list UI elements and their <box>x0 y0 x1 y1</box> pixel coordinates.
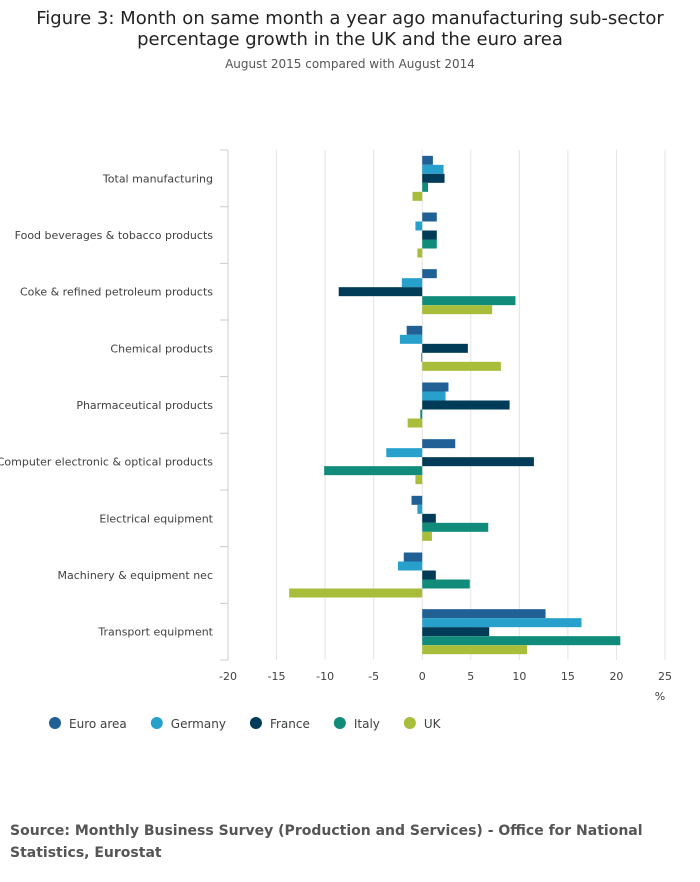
category-label: Machinery & equipment nec <box>58 569 213 582</box>
bar-italy <box>422 182 429 192</box>
bar-euro-area <box>422 609 546 619</box>
bar-euro-area <box>406 325 423 335</box>
legend-label: Germany <box>171 717 226 731</box>
bar-uk <box>422 531 432 541</box>
bar-france <box>422 513 436 523</box>
x-axis-label: % <box>655 690 665 703</box>
bar-italy <box>422 296 516 306</box>
bar-uk <box>422 645 528 655</box>
bar-italy <box>422 239 437 249</box>
bar-germany <box>422 618 582 628</box>
bar-euro-area <box>422 212 437 222</box>
x-tick-label: -20 <box>219 670 237 683</box>
x-tick-label: 10 <box>512 670 526 683</box>
bar-italy <box>324 466 423 476</box>
x-tick-label: -10 <box>316 670 334 683</box>
bar-italy <box>422 522 489 532</box>
bar-uk <box>289 588 423 598</box>
bar-uk <box>407 418 423 428</box>
bar-italy <box>420 409 423 419</box>
bar-france <box>422 230 437 240</box>
bar-italy <box>421 352 423 362</box>
x-tick-label: -5 <box>368 670 379 683</box>
bar-france <box>422 627 490 637</box>
bar-euro-area <box>422 439 456 449</box>
legend-marker <box>249 717 262 729</box>
legend-label: France <box>270 717 310 731</box>
category-label: Pharmaceutical products <box>76 399 213 412</box>
category-label: Electrical equipment <box>99 512 213 525</box>
bar-france <box>422 343 468 353</box>
legend-marker <box>333 717 346 729</box>
bar-euro-area <box>422 269 437 279</box>
x-tick-label: 0 <box>419 670 426 683</box>
source-note: Source: Monthly Business Survey (Product… <box>10 823 643 861</box>
bar-euro-area <box>422 155 433 165</box>
x-tick-label: 25 <box>658 670 672 683</box>
legend-label: UK <box>424 717 442 731</box>
x-tick-label: 15 <box>561 670 575 683</box>
category-label: Food beverages & tobacco products <box>15 229 214 242</box>
category-label: Computer electronic & optical products <box>0 456 213 469</box>
bar-germany <box>422 391 446 401</box>
category-label: Coke & refined petroleum products <box>20 286 213 299</box>
bar-euro-area <box>422 382 449 392</box>
bar-uk <box>417 248 423 258</box>
bar-uk <box>422 305 493 315</box>
bar-germany <box>422 164 444 174</box>
bar-france <box>422 570 436 580</box>
bar-uk <box>415 475 423 485</box>
bar-france <box>338 287 423 297</box>
category-label: Transport equipment <box>97 626 213 639</box>
bar-france <box>422 457 534 467</box>
x-tick-label: 5 <box>467 670 474 683</box>
bar-italy <box>422 636 621 646</box>
legend-marker <box>49 717 61 729</box>
legend-marker <box>403 717 416 729</box>
bar-germany <box>415 221 423 231</box>
bar-uk <box>412 191 423 201</box>
bar-italy <box>422 579 470 589</box>
bar-chart: Total manufacturing Food beverages & toba… <box>0 149 672 731</box>
x-tick-label: -15 <box>268 670 286 683</box>
bar-germany <box>386 448 423 458</box>
bar-germany <box>397 561 423 571</box>
bar-france <box>422 173 445 183</box>
legend-marker <box>150 717 163 729</box>
bar-germany <box>417 504 423 514</box>
x-tick-label: 20 <box>609 670 623 683</box>
bar-uk <box>422 361 501 371</box>
bar-germany <box>399 334 423 344</box>
legend-label: Euro area <box>69 717 127 731</box>
bar-france <box>422 400 510 410</box>
category-label: Chemical products <box>110 342 213 355</box>
bar-euro-area <box>403 552 423 562</box>
chart-subtitle: August 2015 compared with August 2014 <box>225 57 475 71</box>
bar-euro-area <box>411 495 423 505</box>
legend-label: Italy <box>354 717 380 731</box>
chart-title: Figure 3: Month on same month a year ago… <box>36 8 664 50</box>
bar-germany <box>401 278 423 288</box>
category-label: Total manufacturing <box>102 172 213 185</box>
